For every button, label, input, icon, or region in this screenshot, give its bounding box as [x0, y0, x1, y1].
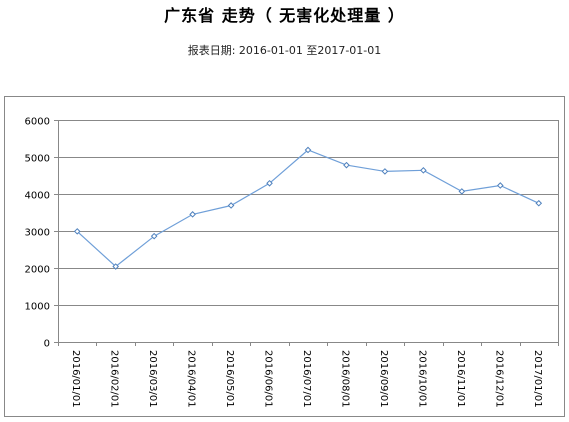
data-point: [458, 188, 466, 195]
data-point: [227, 202, 235, 209]
y-tick-label: 4000: [25, 191, 50, 202]
x-tick-label: 2016/07/01: [301, 350, 312, 408]
x-tick-label: 2016/12/01: [493, 350, 504, 408]
chart-frame: [4, 96, 565, 417]
y-tick-label: 0: [44, 339, 50, 350]
x-tick-label: 2016/11/01: [455, 350, 466, 408]
x-tick-label: 2016/03/01: [147, 350, 158, 408]
data-point: [304, 146, 312, 154]
x-tick-label: 2016/09/01: [378, 350, 389, 408]
data-point: [535, 199, 543, 207]
data-point: [266, 179, 273, 187]
x-tick-label: 2016/02/01: [109, 350, 120, 408]
x-tick-label: 2016/10/01: [416, 350, 427, 408]
y-tick-label: 3000: [25, 228, 50, 239]
data-point: [73, 228, 81, 235]
data-point: [497, 182, 504, 189]
data-point: [343, 161, 350, 169]
chart-subtitle: 报表日期: 2016-01-01 至2017-01-01: [187, 44, 382, 57]
data-point: [381, 168, 389, 175]
x-tick-label: 2016/08/01: [339, 350, 350, 408]
x-tick-label: 2016/05/01: [224, 350, 235, 408]
x-tick-label: 2016/06/01: [263, 350, 274, 408]
x-tick-label: 2016/04/01: [186, 350, 197, 408]
y-tick-label: 1000: [25, 302, 50, 313]
y-tick-label: 2000: [25, 265, 50, 276]
data-point: [112, 263, 119, 270]
chart-title: 广东省 走势（ 无害化处理量 ）: [164, 6, 405, 25]
x-tick-label: 2017/01/01: [532, 350, 543, 408]
y-tick-label: 6000: [25, 117, 50, 128]
data-point: [189, 211, 196, 218]
y-tick-label: 5000: [25, 154, 50, 165]
data-point: [150, 232, 158, 240]
data-point: [420, 167, 427, 174]
x-tick-label: 2016/01/01: [70, 350, 81, 408]
series-line: [76, 149, 540, 268]
